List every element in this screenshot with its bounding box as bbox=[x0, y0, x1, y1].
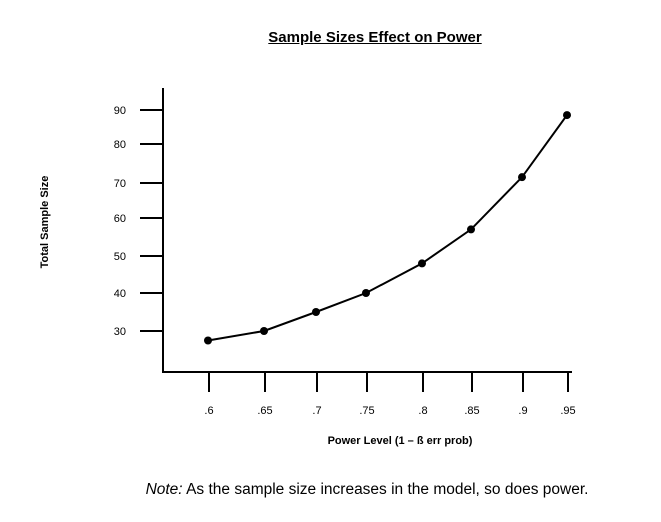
y-tick-label: 70 bbox=[114, 178, 126, 190]
data-point bbox=[418, 259, 426, 268]
x-tick-label: .7 bbox=[312, 405, 321, 417]
x-tick-label: .6 bbox=[204, 405, 213, 417]
series-line bbox=[207, 114, 568, 342]
data-point bbox=[204, 336, 212, 345]
note-text: As the sample size increases in the mode… bbox=[182, 481, 589, 498]
y-tick-label: 60 bbox=[114, 213, 126, 225]
note-label: Note: bbox=[145, 481, 183, 498]
data-point bbox=[467, 225, 475, 234]
y-tick-label: 80 bbox=[114, 139, 126, 151]
x-tick-label: .8 bbox=[418, 405, 427, 417]
y-tick-label: 90 bbox=[114, 105, 126, 117]
y-axis-title: Total Sample Size bbox=[39, 176, 51, 269]
data-point bbox=[563, 111, 571, 120]
x-tick-label: .75 bbox=[359, 405, 374, 417]
data-point bbox=[362, 289, 370, 297]
x-tick-label: .65 bbox=[257, 405, 272, 417]
x-tick-label: .9 bbox=[518, 405, 527, 417]
x-tick-label: .85 bbox=[464, 405, 479, 417]
x-tick-label: .95 bbox=[560, 405, 575, 417]
y-tick-label: 30 bbox=[114, 326, 126, 338]
chart-title: Sample Sizes Effect on Power bbox=[268, 29, 482, 46]
y-tick-label: 40 bbox=[114, 288, 126, 300]
y-tick-label: 50 bbox=[114, 251, 126, 263]
data-point bbox=[312, 308, 320, 316]
data-point bbox=[260, 327, 268, 335]
x-axis-title: Power Level (1 – ß err prob) bbox=[328, 435, 473, 447]
chart-note: Note: As the sample size increases in th… bbox=[0, 481, 661, 499]
data-point bbox=[518, 173, 526, 182]
